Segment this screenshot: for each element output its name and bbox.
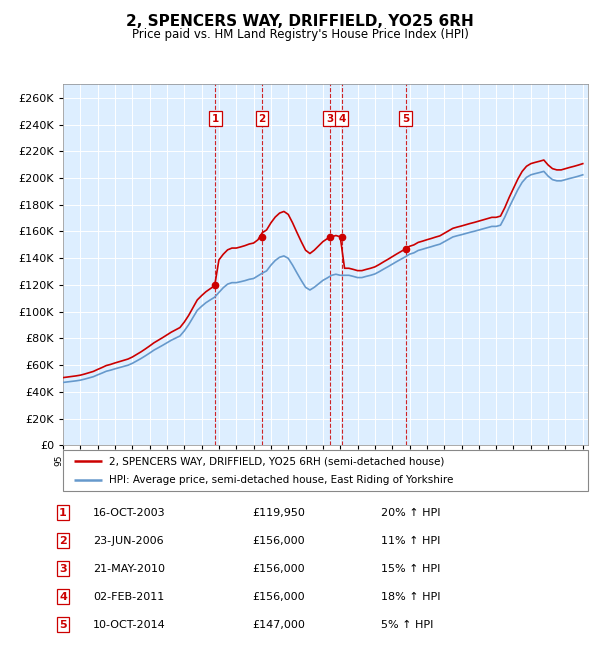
- Text: 4: 4: [59, 592, 67, 602]
- Text: 11% ↑ HPI: 11% ↑ HPI: [381, 536, 440, 546]
- Text: 3: 3: [326, 114, 333, 124]
- Text: Price paid vs. HM Land Registry's House Price Index (HPI): Price paid vs. HM Land Registry's House …: [131, 28, 469, 41]
- Text: 1: 1: [212, 114, 219, 124]
- Text: 15% ↑ HPI: 15% ↑ HPI: [381, 564, 440, 574]
- Text: £147,000: £147,000: [252, 619, 305, 630]
- FancyBboxPatch shape: [63, 450, 588, 491]
- Text: 3: 3: [59, 564, 67, 574]
- Text: £156,000: £156,000: [252, 536, 305, 546]
- Text: 16-OCT-2003: 16-OCT-2003: [93, 508, 166, 518]
- Text: 5: 5: [402, 114, 409, 124]
- Text: 5: 5: [59, 619, 67, 630]
- Text: 23-JUN-2006: 23-JUN-2006: [93, 536, 164, 546]
- Text: 10-OCT-2014: 10-OCT-2014: [93, 619, 166, 630]
- Text: 2: 2: [59, 536, 67, 546]
- Text: 02-FEB-2011: 02-FEB-2011: [93, 592, 164, 602]
- Text: 21-MAY-2010: 21-MAY-2010: [93, 564, 165, 574]
- Text: 2: 2: [258, 114, 266, 124]
- Text: £156,000: £156,000: [252, 564, 305, 574]
- Text: 2, SPENCERS WAY, DRIFFIELD, YO25 6RH (semi-detached house): 2, SPENCERS WAY, DRIFFIELD, YO25 6RH (se…: [109, 456, 445, 466]
- Text: 2, SPENCERS WAY, DRIFFIELD, YO25 6RH: 2, SPENCERS WAY, DRIFFIELD, YO25 6RH: [126, 14, 474, 29]
- Text: 5% ↑ HPI: 5% ↑ HPI: [381, 619, 433, 630]
- Text: £119,950: £119,950: [252, 508, 305, 518]
- Text: 1: 1: [59, 508, 67, 518]
- Text: 4: 4: [338, 114, 346, 124]
- Text: £156,000: £156,000: [252, 592, 305, 602]
- Text: HPI: Average price, semi-detached house, East Riding of Yorkshire: HPI: Average price, semi-detached house,…: [109, 475, 454, 485]
- Text: 18% ↑ HPI: 18% ↑ HPI: [381, 592, 440, 602]
- Text: 20% ↑ HPI: 20% ↑ HPI: [381, 508, 440, 518]
